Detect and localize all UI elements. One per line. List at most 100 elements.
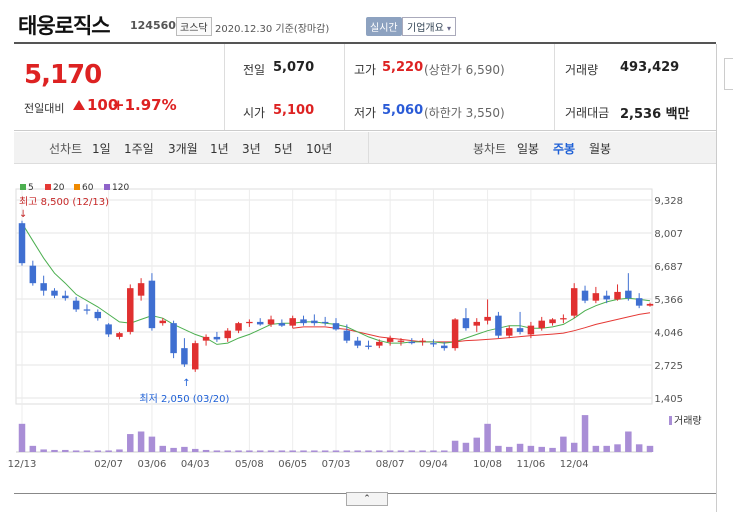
volume-bar [592,445,600,452]
volume-bar [386,450,394,452]
tab-divider [368,132,369,163]
candle-body [18,223,26,264]
candle-body [127,288,134,332]
candle-body [148,280,156,329]
tab-weekly[interactable]: 주봉 [553,142,576,156]
candle-body [224,330,231,339]
candle-body [614,291,621,300]
plot-frame [15,188,653,405]
low-value: 5,060 [382,103,424,118]
open-label: 시가 [243,106,266,120]
volume-bar [72,450,80,452]
candle-body [603,295,610,300]
volume-bar [105,450,112,452]
candle-body [473,321,481,326]
realtime-button[interactable]: 실시간 [366,17,402,36]
up-triangle-icon [73,100,85,110]
volume-legend-label: 거래량 [674,415,702,427]
chart-area: 9,328 8,007 6,687 5,366 4,046 2,725 1,405 12/13… [0,175,733,495]
candle-body [495,315,502,336]
right-panel-divider [716,44,717,512]
volume-bar [495,445,502,452]
prev-close-label: 전일 [243,63,266,77]
tab-3y[interactable]: 3년 [242,142,261,156]
divider [224,44,225,130]
candle-body [311,320,318,324]
divider [344,44,345,130]
volume-bar [278,450,286,452]
volume-bar [170,447,177,452]
y-tick-label: 9,328 [654,196,683,207]
x-tick-label: 10/08 [473,459,502,470]
volume-bar [397,450,405,452]
volume-bar [462,442,470,452]
volume-bar [300,450,307,452]
candle-body [246,321,253,324]
volume-value: 493,429 [620,60,680,75]
volume-bar [332,450,340,452]
tab-monthly[interactable]: 월봉 [589,142,612,156]
volume-bar [62,449,69,452]
legend-label: 20 [53,183,65,193]
candle-body [516,328,524,332]
candle-body [354,340,361,346]
candle-body [116,333,123,337]
candle-body [581,290,589,301]
volume-bar [430,450,437,452]
header: 태웅로직스 124560 코스닥 2020.12.30 기준(장마감) 실시간 … [0,0,733,44]
change-label: 전일대비 [24,102,65,115]
candle-body [202,336,210,341]
volume-bar [40,449,47,452]
tab-5y[interactable]: 5년 [274,142,293,156]
candle-body [505,328,513,336]
volume-bar [614,444,621,452]
tab-daily[interactable]: 일봉 [517,142,540,156]
candle-body [83,309,91,311]
candle-body [570,288,578,316]
as-of-date: 2020.12.30 기준(장마감) [215,24,330,35]
volume-bar [441,450,448,452]
prev-close-value: 5,070 [273,60,315,75]
tab-3m[interactable]: 3개월 [168,142,198,156]
volume-bar [246,450,253,452]
volume-bar [343,450,351,452]
x-tick-label: 07/03 [322,459,351,470]
volume-bar [549,447,556,452]
collapse-toggle-button[interactable]: ⌃ [346,492,388,506]
candle-body [72,300,80,310]
volume-bar [505,446,513,452]
candle-body [538,320,545,329]
tab-10y[interactable]: 10년 [306,142,333,156]
ma20-line [292,312,651,343]
legend-swatch [45,184,51,190]
volume-bar [256,450,264,452]
volume-bar [419,450,426,452]
candle-chart-title: 봉차트 [473,142,507,156]
company-info-dropdown[interactable]: 기업개요 ▾ [402,17,457,36]
candle-body [62,295,69,299]
legend-label: 60 [82,183,94,193]
tab-1w[interactable]: 1주일 [124,142,154,156]
volume-bar [29,445,37,452]
line-chart-title: 선차트 [49,142,83,156]
y-tick-label: 8,007 [654,229,683,240]
candle-body [484,316,491,321]
volume-bar [581,415,589,452]
tab-1d[interactable]: 1일 [92,142,111,156]
high-value: 5,220 [382,60,424,75]
volume-bar [289,450,296,452]
x-tick-label: 12/04 [560,459,589,470]
chart-tabs: 선차트 1일 1주일 3개월 1년 3년 5년 10년 봉차트 일봉 주봉 월봉 [14,132,716,164]
volume-bar [560,436,567,452]
volume-bar [202,449,210,452]
chevron-down-icon: ▾ [447,24,452,33]
candle-body [527,325,535,335]
low-label: 저가 [354,106,377,120]
y-tick-label: 6,687 [654,262,683,273]
candle-body [419,340,426,342]
volume-bar [137,431,145,452]
tab-1y[interactable]: 1년 [210,142,229,156]
candle-body [635,298,643,306]
candle-body [94,311,102,319]
volume-bar [354,450,361,452]
